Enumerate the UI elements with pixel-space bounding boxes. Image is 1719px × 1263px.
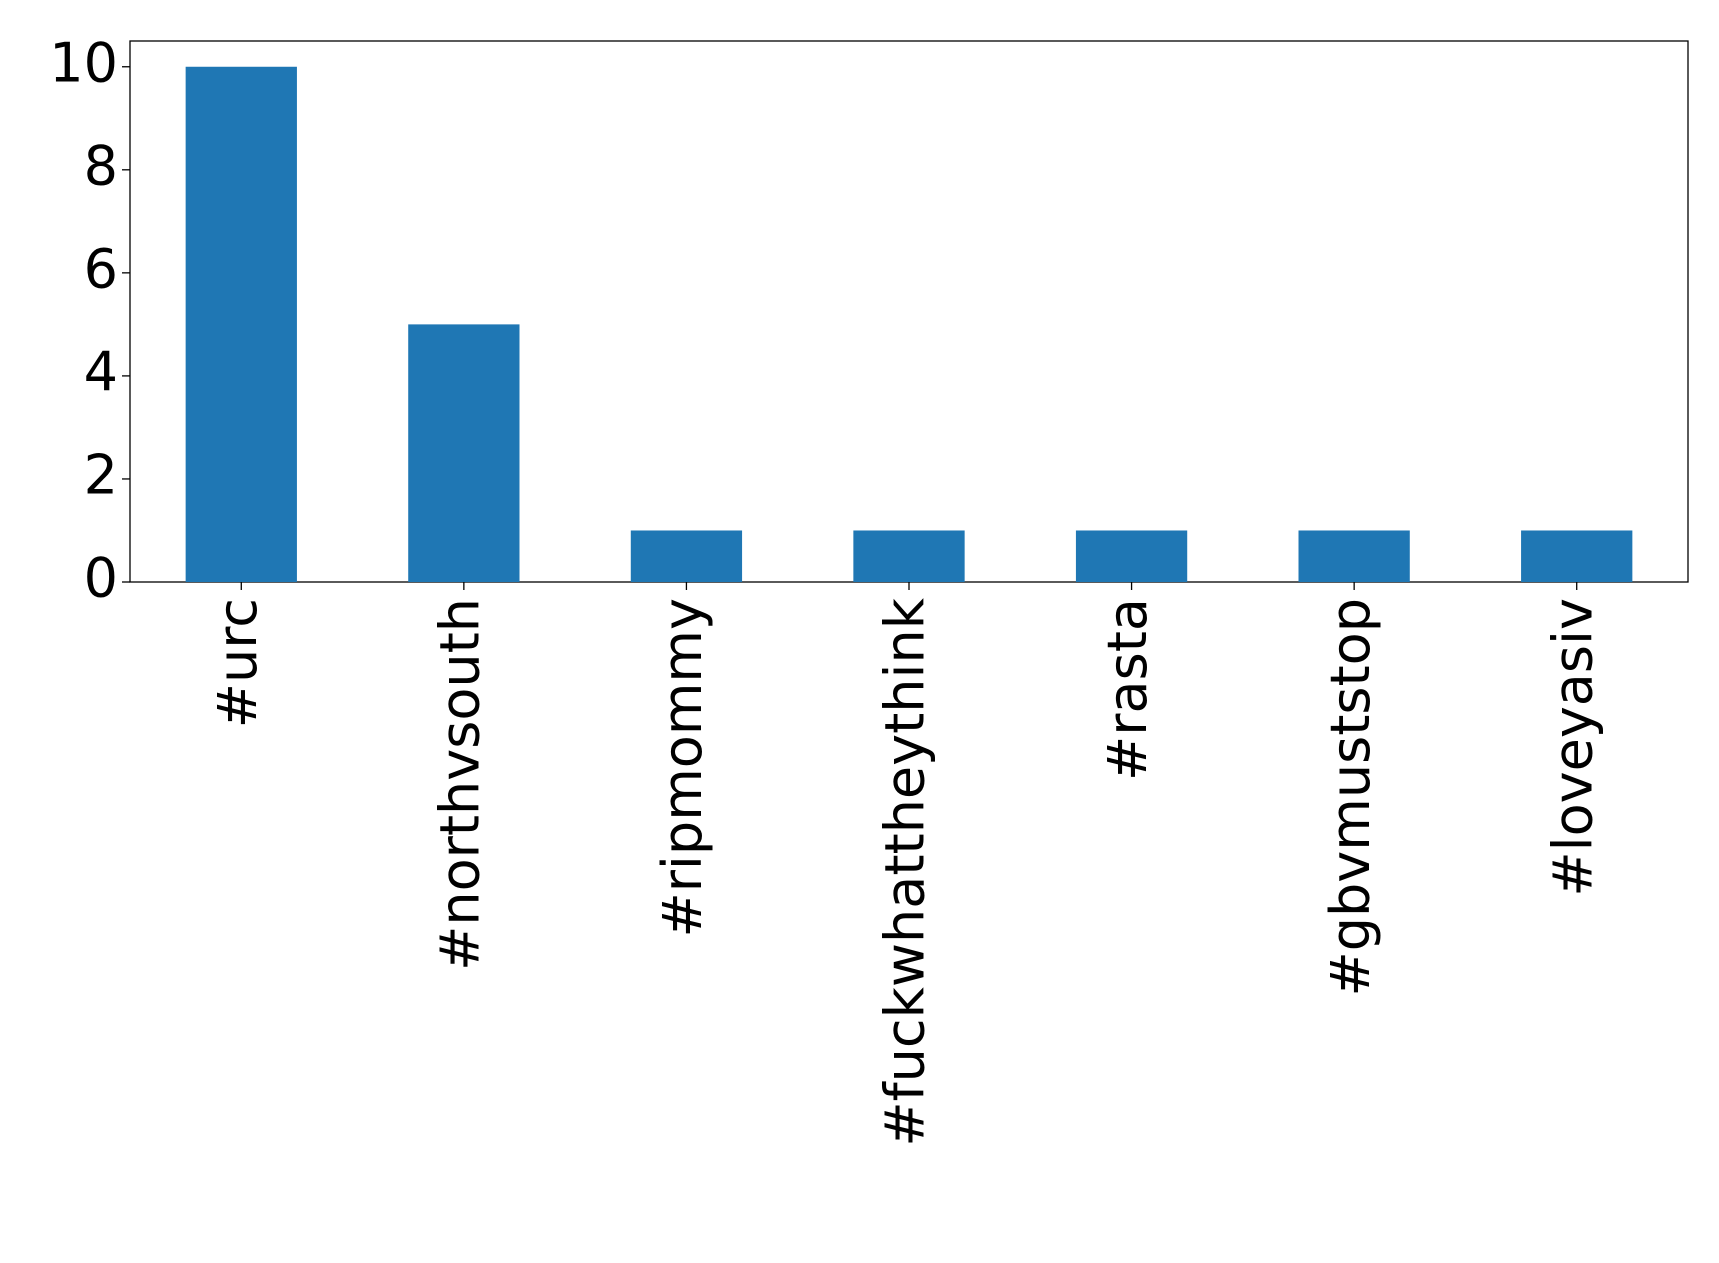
x-tick-label: #gbvmuststop — [1319, 598, 1382, 997]
bar — [853, 530, 965, 582]
x-tick-label: #rasta — [1096, 598, 1159, 781]
bar — [1075, 530, 1188, 582]
y-tick-label: 6 — [84, 237, 118, 300]
bar — [1298, 530, 1410, 582]
bar — [185, 66, 297, 582]
bar — [408, 324, 520, 582]
bar — [630, 530, 743, 582]
x-tick-label: #urc — [206, 598, 269, 728]
y-tick-label: 10 — [49, 31, 118, 94]
y-tick-label: 8 — [84, 134, 118, 197]
y-tick-label: 2 — [84, 444, 118, 507]
x-tick-label: #loveyasiv — [1541, 598, 1604, 897]
y-tick-label: 4 — [84, 341, 118, 404]
y-tick-label: 0 — [84, 547, 118, 610]
x-tick-label: #ripmommy — [651, 598, 714, 938]
plot-frame — [129, 40, 1689, 583]
x-tick-label: #northvsouth — [428, 598, 491, 971]
x-tick-label: #fuckwhattheythink — [874, 597, 937, 1146]
bar — [1521, 530, 1633, 582]
